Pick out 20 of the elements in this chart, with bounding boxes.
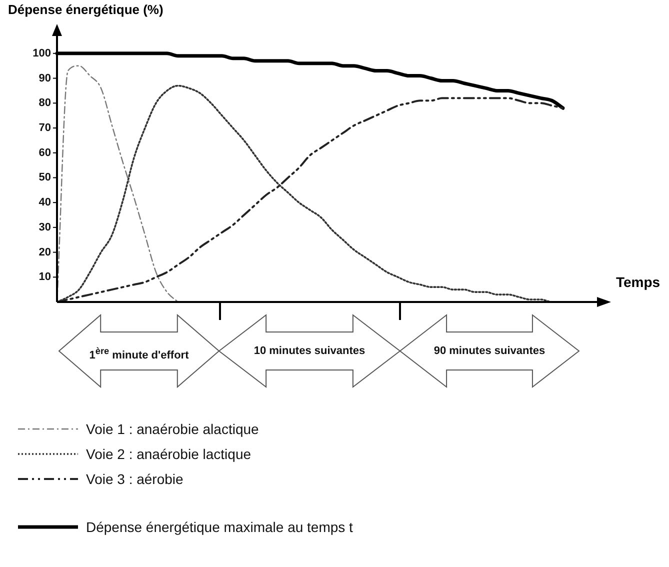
y-tick-label: 40 [38, 196, 51, 209]
y-tick-label: 60 [38, 146, 51, 159]
legend-label: Voie 3 : aérobie [86, 470, 184, 488]
legend-label: Dépense énergétique maximale au temps t [86, 518, 353, 536]
y-tick-label: 50 [38, 172, 51, 184]
y-tick-label: 100 [32, 47, 51, 60]
y-tick-label: 90 [38, 72, 51, 84]
text: 90 minutes suivantes [432, 344, 546, 359]
text: 10 minutes suivantes [252, 344, 366, 359]
line-series [56, 65, 179, 302]
text: 1$^{ère}$ minute d'effort [88, 345, 190, 364]
y-tick-label: 70 [38, 122, 51, 134]
y-tick-label: 20 [38, 246, 51, 258]
y-axis-title: Dépense énergétique (%) [8, 2, 164, 17]
y-tick-label: 80 [38, 97, 51, 110]
x-axis-title: Temps [616, 274, 660, 290]
legend-label: Voie 1 : anaérobie alactique [86, 420, 259, 438]
y-tick-label: 30 [38, 221, 51, 234]
y-tick-label: 10 [38, 271, 51, 284]
legend-label: Voie 2 : anaérobie lactique [86, 445, 252, 463]
